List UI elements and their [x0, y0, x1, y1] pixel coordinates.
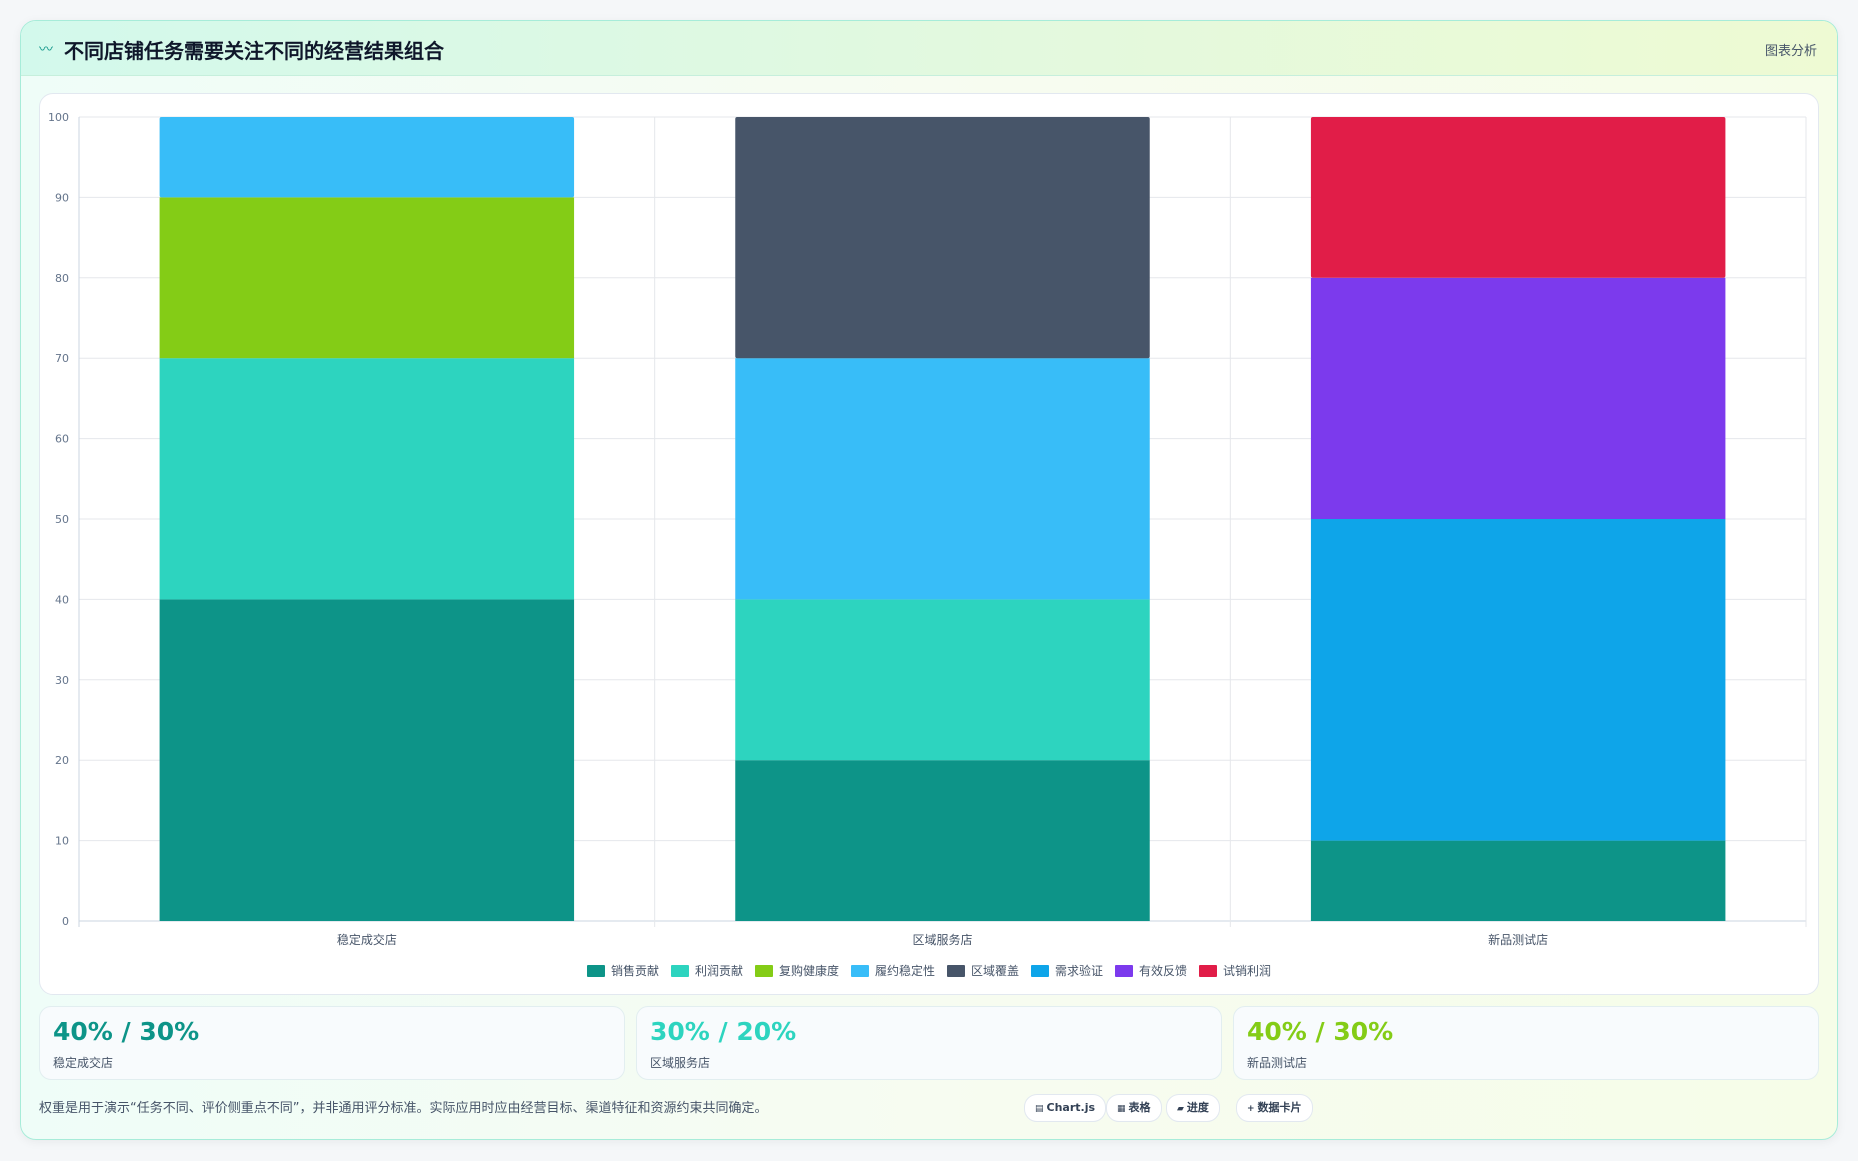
tag-label: 数据卡片: [1257, 1101, 1302, 1114]
y-tick-label: 50: [55, 513, 69, 526]
stat-card-regional: 30% / 20% 区域服务店: [636, 1006, 1222, 1080]
legend-swatch: [947, 965, 965, 977]
bar-segment: [735, 358, 1150, 600]
bar-segment: [735, 117, 1150, 359]
grid-icon: ▤: [1035, 1104, 1044, 1114]
stats-row: 40% / 30% 稳定成交店 30% / 20% 区域服务店 40% / 30…: [39, 1006, 1819, 1080]
stat-label: 新品测试店: [1247, 1056, 1308, 1070]
legend-label: 履约稳定性: [875, 963, 935, 978]
legend-swatch: [1199, 965, 1217, 977]
y-tick-label: 10: [55, 835, 69, 848]
tag-label: Chart.js: [1046, 1101, 1096, 1114]
main-card: 〰 不同店铺任务需要关注不同的经营结果组合 图表分析 0 10 20 30 40 50 60…: [20, 20, 1838, 1140]
progress-icon: ▰: [1177, 1104, 1184, 1114]
bar-segment: [735, 599, 1150, 761]
legend-label: 复购健康度: [779, 963, 839, 978]
bar-segment: [1310, 277, 1726, 519]
x-tick-label: 新品测试店: [1488, 932, 1548, 947]
chart-panel: 0 10 20 30 40 50 60 70 80 90 100 稳定成交店 区域服务店 新品测试店销售贡…: [39, 93, 1819, 995]
stat-value: 40% / 30%: [1247, 1017, 1394, 1046]
y-tick-label: 90: [55, 191, 69, 204]
page-title: 不同店铺任务需要关注不同的经营结果组合: [64, 39, 444, 63]
y-tick-label: 80: [55, 272, 69, 285]
legend-swatch: [755, 965, 773, 977]
legend-swatch: [1031, 965, 1049, 977]
chart-analysis-link[interactable]: 图表分析: [1764, 44, 1817, 59]
y-tick-label: 0: [62, 915, 69, 928]
tag-table[interactable]: ▦ 表格: [1106, 1094, 1162, 1122]
stat-label: 稳定成交店: [53, 1056, 114, 1070]
legend-swatch: [587, 965, 605, 977]
stat-card-newproduct: 40% / 30% 新品测试店: [1233, 1006, 1819, 1080]
plus-icon: +: [1247, 1104, 1255, 1114]
legend-label: 区域覆盖: [971, 964, 1019, 978]
tag-chartjs[interactable]: ▤ Chart.js: [1024, 1094, 1107, 1122]
y-tick-label: 100: [48, 111, 69, 124]
tag-progress[interactable]: ▰ 进度: [1166, 1094, 1220, 1122]
bar-segment: [1310, 117, 1726, 278]
card-header: 〰 不同店铺任务需要关注不同的经营结果组合 图表分析: [21, 21, 1837, 76]
legend-label: 有效反馈: [1139, 963, 1187, 978]
legend-label: 利润贡献: [695, 963, 743, 978]
legend-label: 需求验证: [1055, 963, 1103, 978]
stat-value: 30% / 20%: [650, 1017, 797, 1046]
tag-label: 进度: [1186, 1101, 1209, 1114]
y-tick-label: 30: [55, 674, 69, 687]
table-icon: ▦: [1117, 1104, 1126, 1114]
bar-segment: [735, 760, 1150, 921]
bar-segment: [159, 358, 575, 600]
stat-value: 40% / 30%: [53, 1017, 200, 1046]
bar-segment: [1310, 840, 1726, 921]
bar-segment: [159, 117, 575, 198]
y-tick-label: 20: [55, 754, 69, 767]
legend-swatch: [671, 965, 689, 977]
y-tick-label: 60: [55, 433, 69, 446]
stacked-bar-chart: 0 10 20 30 40 50 60 70 80 90 100 稳定成交店 区域服务店 新品测试店销售贡…: [48, 111, 1807, 978]
tag-label: 表格: [1128, 1101, 1151, 1114]
legend-label: 销售贡献: [611, 963, 659, 978]
x-tick-label: 区域服务店: [912, 932, 972, 947]
tag-data-card[interactable]: + 数据卡片: [1236, 1094, 1313, 1122]
stat-label: 区域服务店: [650, 1056, 711, 1070]
bar-segment: [159, 197, 575, 359]
chart-line-icon: 〰: [39, 42, 53, 58]
bar-segment: [159, 599, 575, 921]
x-tick-label: 稳定成交店: [337, 932, 397, 947]
legend-label: 试销利润: [1223, 963, 1271, 978]
legend-swatch: [1115, 965, 1133, 977]
y-tick-label: 70: [55, 352, 69, 365]
y-tick-label: 40: [55, 593, 69, 606]
legend-swatch: [851, 965, 869, 977]
bar-segment: [1310, 519, 1726, 841]
footer-note: 权重是用于演示“任务不同、评价侧重点不同”，并非通用评分标准。实际应用时应由经营…: [39, 1101, 768, 1116]
stat-card-stable: 40% / 30% 稳定成交店: [39, 1006, 625, 1080]
